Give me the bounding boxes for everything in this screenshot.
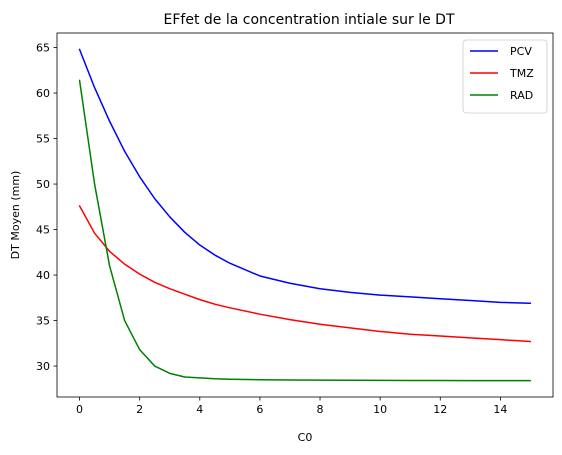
legend-label-tmz: TMZ bbox=[509, 67, 534, 80]
y-axis-label: DT Moyen (mm) bbox=[9, 171, 22, 260]
y-tick-label: 50 bbox=[36, 178, 50, 191]
x-tick-label: 4 bbox=[196, 403, 203, 416]
series-line-tmz bbox=[78, 205, 532, 343]
x-tick-label: 2 bbox=[136, 403, 143, 416]
legend-label-pcv: PCV bbox=[510, 45, 532, 58]
plot-area bbox=[78, 48, 532, 382]
y-tick-label: 30 bbox=[36, 360, 50, 373]
x-axis-label: C0 bbox=[298, 431, 313, 444]
legend: PCV TMZ RAD bbox=[462, 39, 548, 114]
chart-title: EFfet de la concentration intiale sur le… bbox=[164, 12, 455, 28]
axes-frame bbox=[56, 32, 554, 398]
x-tick-label: 6 bbox=[256, 403, 263, 416]
y-tick-label: 65 bbox=[36, 42, 50, 55]
y-axis: 30 35 40 45 50 55 60 65 bbox=[36, 42, 57, 373]
x-tick-label: 14 bbox=[493, 403, 507, 416]
y-tick-label: 55 bbox=[36, 133, 50, 146]
y-tick-label: 60 bbox=[36, 87, 50, 100]
x-tick-label: 0 bbox=[76, 403, 83, 416]
series-line-rad bbox=[78, 79, 532, 382]
x-tick-label: 8 bbox=[317, 403, 324, 416]
y-tick-label: 35 bbox=[36, 315, 50, 328]
x-tick-label: 10 bbox=[373, 403, 387, 416]
y-tick-label: 45 bbox=[36, 224, 50, 237]
x-tick-label: 12 bbox=[433, 403, 447, 416]
x-axis: 0 2 4 6 8 10 12 14 bbox=[76, 397, 507, 416]
legend-label-rad: RAD bbox=[510, 89, 533, 102]
series-line-pcv bbox=[78, 48, 532, 305]
y-tick-label: 40 bbox=[36, 269, 50, 282]
